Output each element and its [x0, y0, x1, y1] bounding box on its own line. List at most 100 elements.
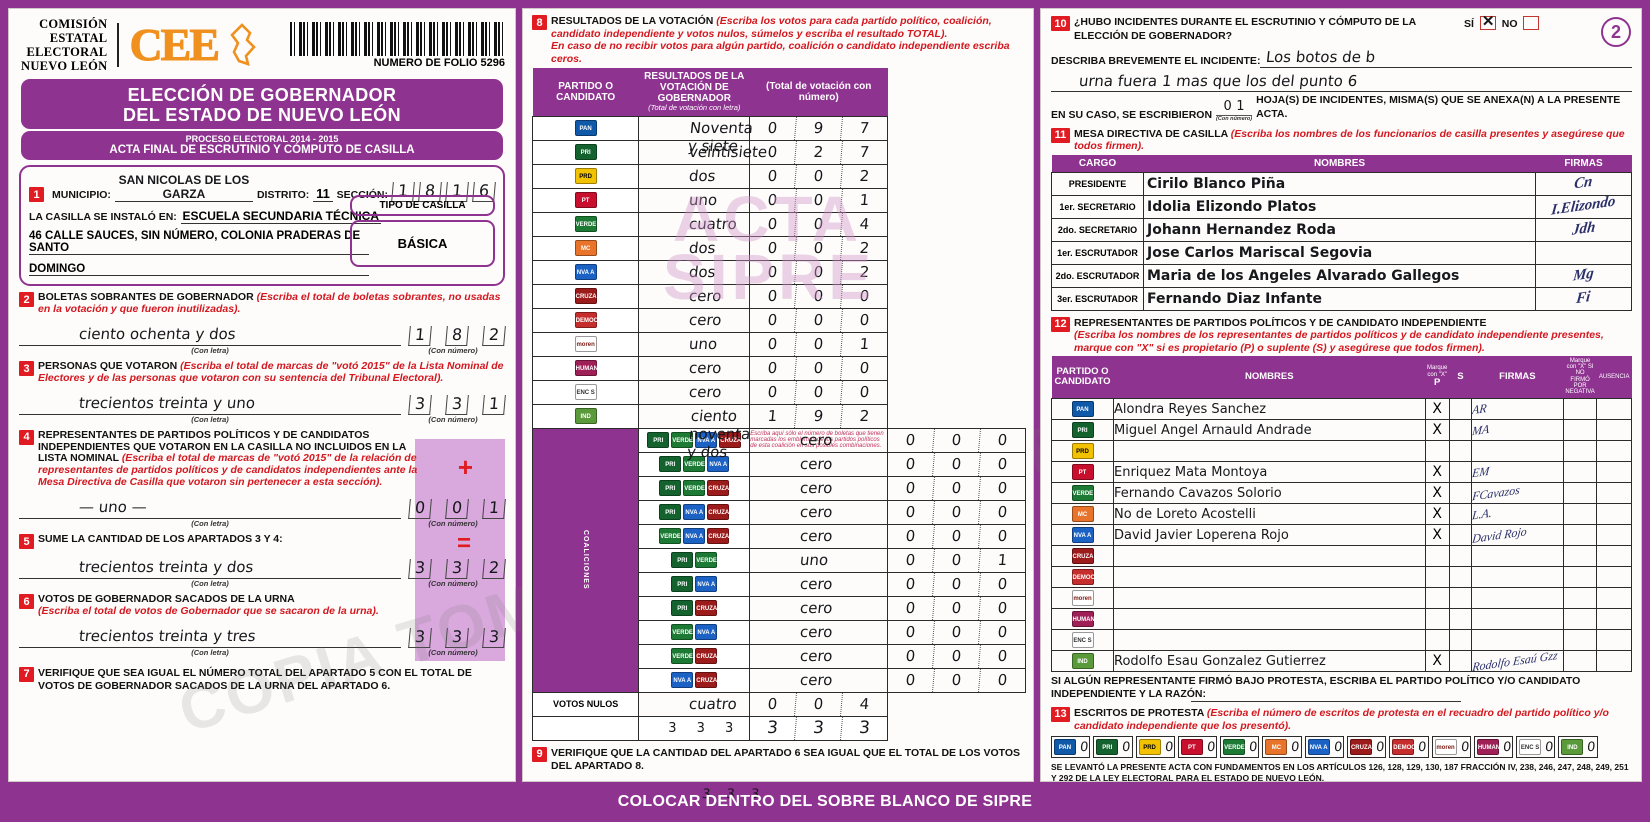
results-digit-2[interactable]: 0 — [795, 188, 844, 212]
votos-nulos-letter-cell[interactable]: cuatro — [638, 691, 751, 717]
mesa-firma[interactable]: Jdh — [1535, 217, 1632, 242]
rep-negativa-cell[interactable] — [1562, 397, 1598, 420]
results-letter-cell[interactable]: dos — [638, 259, 751, 285]
results-digit-3[interactable]: 7 — [859, 118, 871, 137]
results-digit-2[interactable]: 0 — [933, 500, 982, 524]
rep-suplente-cell[interactable] — [1448, 460, 1472, 483]
results-digit-3[interactable]: 0 — [997, 670, 1009, 689]
rep-propietario-cell[interactable]: X — [1424, 418, 1450, 441]
rep-firma-cell[interactable] — [1470, 544, 1564, 567]
protest-box[interactable]: PAN 0 — [1051, 736, 1091, 759]
rep-ausencia-cell[interactable] — [1596, 418, 1632, 441]
results-letter-cell[interactable]: cero — [749, 571, 889, 597]
results-digit-1[interactable]: 0 — [887, 596, 936, 620]
rep-firma-cell[interactable] — [1470, 628, 1564, 651]
results-digit-2[interactable]: 0 — [795, 356, 844, 380]
results-letter-cell[interactable]: Noventa y siete — [638, 115, 754, 155]
rep-negativa-cell[interactable] — [1562, 586, 1598, 609]
results-digit-1[interactable]: 0 — [887, 524, 936, 548]
results-digit-3[interactable]: 0 — [997, 646, 1009, 665]
results-digit-2[interactable]: 0 — [795, 308, 844, 332]
rep-negativa-cell[interactable] — [1562, 439, 1598, 462]
results-digit-1[interactable]: 0 — [887, 620, 936, 644]
rep-propietario-cell[interactable]: X — [1424, 397, 1450, 420]
rep-negativa-cell[interactable] — [1562, 544, 1598, 567]
results-digit-1[interactable]: 0 — [887, 644, 936, 668]
results-digit-1[interactable]: 0 — [887, 548, 936, 572]
rep-ausencia-cell[interactable] — [1596, 439, 1632, 462]
results-digit-3[interactable]: 0 — [859, 310, 871, 329]
results-letter-cell[interactable]: cuatro — [638, 211, 751, 237]
section-3-digit-3[interactable]: 1 — [482, 394, 506, 415]
rep-nombre-cell[interactable]: Miguel Angel Arnauld Andrade — [1113, 418, 1426, 441]
address-line-1[interactable]: 46 CALLE SAUCES, SIN NÚMERO, COLONIA PRA… — [29, 230, 369, 256]
section-3-digit-1[interactable]: 3 — [408, 394, 432, 415]
rep-propietario-cell[interactable] — [1424, 628, 1450, 651]
results-digit-1[interactable]: 0 — [749, 356, 798, 380]
rep-negativa-cell[interactable] — [1562, 607, 1598, 630]
results-digit-3[interactable]: 1 — [997, 550, 1009, 569]
incident-line-1[interactable]: Los botos de b — [1260, 48, 1632, 69]
results-digit-1[interactable]: 0 — [887, 452, 936, 476]
rep-nombre-cell[interactable] — [1113, 607, 1426, 630]
protest-box[interactable]: DEMOC 0 — [1389, 736, 1429, 759]
rep-suplente-cell[interactable] — [1448, 439, 1472, 462]
results-digit-2[interactable]: 0 — [795, 332, 844, 356]
results-digit-3[interactable]: 0 — [859, 382, 871, 401]
rep-firma-cell[interactable]: EM — [1470, 460, 1564, 483]
protest-box[interactable]: MC 0 — [1262, 736, 1302, 759]
rep-nombre-cell[interactable] — [1113, 439, 1426, 462]
results-digit-1[interactable]: 0 — [749, 164, 798, 188]
results-letter-cell[interactable]: Escriba aquí sólo el número de boletas q… — [749, 427, 889, 453]
rep-suplente-cell[interactable] — [1448, 607, 1472, 630]
rep-propietario-cell[interactable] — [1424, 544, 1450, 567]
rep-negativa-cell[interactable] — [1562, 481, 1598, 504]
results-letter-cell[interactable]: cero — [749, 643, 889, 669]
mesa-nombre[interactable]: Cirilo Blanco Piña — [1143, 171, 1536, 196]
results-digit-1[interactable]: 0 — [749, 380, 798, 404]
rep-nombre-cell[interactable]: Enriquez Mata Montoya — [1113, 460, 1426, 483]
rep-negativa-cell[interactable] — [1562, 523, 1598, 546]
section-6-letter-field[interactable]: trecientos treinta y tres — [19, 620, 401, 648]
section-5-digit-1[interactable]: 3 — [408, 558, 432, 580]
rep-suplente-cell[interactable] — [1448, 418, 1472, 441]
results-letter-cell[interactable]: cero — [749, 451, 889, 477]
results-digit-2[interactable]: 0 — [933, 428, 982, 452]
sheets-digit-1[interactable]: 0 — [1223, 98, 1232, 114]
section-5-digit-3[interactable]: 2 — [482, 558, 506, 580]
mesa-firma[interactable]: Mg — [1535, 263, 1632, 288]
protest-box[interactable]: PT 0 — [1177, 736, 1218, 759]
results-digit-2[interactable]: 9 — [795, 404, 844, 428]
results-letter-cell[interactable]: cero — [749, 619, 889, 645]
results-letter-cell[interactable]: uno — [638, 187, 751, 213]
total-digit-3[interactable]: 3 — [858, 717, 872, 738]
rep-nombre-cell[interactable] — [1113, 565, 1426, 588]
results-digit-3[interactable]: 2 — [859, 166, 871, 185]
section-2-number-field[interactable]: 1 8 2 — [408, 325, 506, 347]
mesa-firma[interactable]: Fi — [1535, 286, 1632, 311]
results-letter-cell[interactable]: cero — [749, 475, 889, 501]
results-digit-2[interactable]: 0 — [933, 644, 982, 668]
rep-firma-cell[interactable] — [1470, 586, 1564, 609]
no-checkbox[interactable] — [1523, 16, 1540, 30]
section-2-digit-2[interactable]: 8 — [445, 325, 469, 347]
results-digit-1[interactable]: 0 — [887, 668, 936, 692]
rep-propietario-cell[interactable]: X — [1424, 460, 1450, 483]
results-digit-3[interactable]: 0 — [997, 502, 1009, 521]
